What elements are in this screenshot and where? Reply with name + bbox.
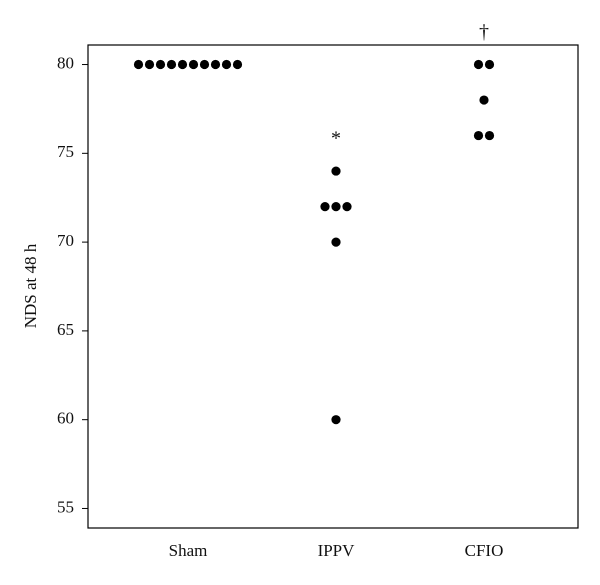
- data-point: [331, 201, 341, 212]
- data-point: [473, 59, 484, 70]
- annotation: †: [479, 21, 489, 43]
- data-point: [210, 59, 221, 70]
- data-point: [166, 59, 177, 70]
- data-point: [177, 59, 188, 70]
- y-tick-label: 65: [57, 320, 74, 339]
- data-point: [331, 415, 341, 425]
- y-tick-label: 70: [57, 231, 74, 250]
- data-point: [331, 166, 341, 176]
- y-tick-label: 55: [57, 497, 74, 516]
- data-point: [155, 59, 166, 70]
- y-tick-label: 60: [57, 409, 74, 428]
- data-point: [320, 201, 330, 212]
- data-point: [144, 59, 155, 70]
- data-point: [199, 59, 210, 70]
- y-tick-label: 75: [57, 142, 74, 161]
- x-tick-label: CFIO: [465, 541, 504, 560]
- data-point: [479, 95, 489, 105]
- x-tick-label: Sham: [169, 541, 208, 560]
- x-tick-label: IPPV: [318, 541, 356, 560]
- data-point: [232, 59, 243, 70]
- y-axis-label: NDS at 48 h: [21, 243, 40, 328]
- plot-frame: [87, 44, 579, 529]
- data-point: [331, 237, 341, 247]
- data-point: [484, 59, 495, 70]
- annotation: *: [331, 128, 341, 150]
- data-point: [342, 201, 352, 212]
- data-point: [473, 130, 484, 141]
- y-tick-label: 80: [57, 53, 74, 72]
- data-point: [188, 59, 199, 70]
- data-point: [133, 59, 144, 70]
- data-point: [484, 130, 495, 141]
- data-point: [221, 59, 232, 70]
